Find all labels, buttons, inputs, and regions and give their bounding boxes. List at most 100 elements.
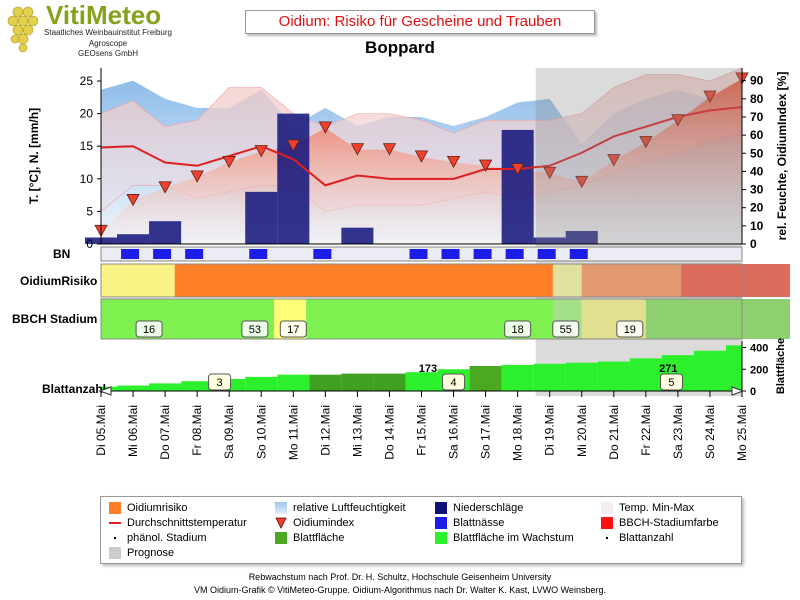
right-tick-label: 0 [750, 237, 757, 251]
left-axis-label: T. [°C], N. [mm/h] [27, 108, 41, 204]
oidium-index-marker [703, 90, 717, 103]
left-tick-label: 10 [80, 172, 94, 186]
leaf-area-bar [117, 385, 150, 391]
bbch-segment [645, 299, 791, 339]
oidium-index-marker [671, 114, 685, 127]
right-tick-label: 10 [750, 219, 764, 233]
left-tick-label: 25 [80, 74, 94, 88]
leaf-area-bar [341, 373, 374, 391]
oidium-index-marker [222, 155, 236, 169]
oidium-index-marker [446, 155, 461, 169]
leaf-count-box [659, 373, 683, 391]
left-tick-label: 15 [80, 139, 94, 153]
bbch-stage-label: 17 [287, 324, 299, 336]
leaf-area-tick-label: 400 [750, 343, 768, 355]
leaf-count-box [208, 373, 232, 391]
oidium-index-marker [190, 170, 204, 183]
left-tick-label: 5 [86, 204, 93, 218]
date-label: Sa 09.Mai [222, 405, 236, 459]
date-label: Do 21.Mai [607, 405, 621, 460]
date-label: So 10.Mai [254, 405, 268, 459]
leaf-area-bar [309, 374, 342, 391]
oidium-index-marker [286, 139, 300, 152]
bbch-stage-label: 19 [624, 324, 636, 336]
bbch-stage-label: 18 [512, 324, 524, 336]
leaf-wetness-mark [537, 249, 556, 259]
leaf-area-bar [501, 364, 534, 391]
date-label: Mi 13.Mai [350, 405, 364, 457]
leaf-area-annotation: 271 [659, 363, 677, 375]
leaf-wetness-mark [153, 249, 172, 259]
date-label: Fr 15.Mai [415, 405, 429, 456]
leaf-area-axis-label: Blattfläche [775, 338, 787, 394]
leaf-wetness-mark [473, 249, 492, 259]
date-label: Do 07.Mai [158, 405, 172, 460]
leaf-area-bar [597, 361, 630, 391]
bbch-stage-box [616, 320, 644, 338]
oidium-index-marker [158, 181, 172, 194]
right-tick-label: 30 [750, 183, 764, 197]
risk-segment [581, 264, 682, 297]
precipitation-bar [245, 191, 278, 244]
right-tick-label: 20 [750, 201, 764, 215]
precipitation-bar [533, 237, 566, 244]
right-axis-label: rel. Feuchte, OidiumIndex [%] [775, 72, 789, 241]
risk-row-label: OidiumRisiko [20, 274, 97, 288]
right-tick-label: 50 [750, 146, 764, 160]
oidium-index-marker [478, 159, 493, 172]
oidium-index-marker [510, 163, 525, 176]
temp-mean-line [100, 106, 743, 187]
bbch-stage-box [241, 320, 269, 338]
leaf-wetness-mark [505, 249, 524, 259]
grape-logo-icon [7, 6, 39, 53]
logo-line-2: Agroscope [88, 39, 128, 48]
oidium-index-marker [543, 166, 557, 180]
scroll-right-arrow-icon [731, 386, 745, 396]
leaf-area-bar [629, 358, 662, 391]
leaf-area-bar [245, 376, 278, 391]
oidium-index-marker [318, 121, 333, 134]
date-label: Di 19.Mai [543, 405, 557, 456]
date-label: Mo 25.Mai [735, 405, 749, 461]
leaf-count-label: 4 [450, 377, 456, 389]
bn-row-label: BN [53, 247, 70, 261]
date-label: Fr 08.Mai [190, 405, 204, 456]
precipitation-bar [501, 129, 534, 244]
leaf-area-bar [725, 345, 742, 391]
leaf-area-bar [373, 373, 406, 391]
bbch-stage-label: 53 [249, 324, 261, 336]
risk-segment [552, 264, 582, 297]
left-tick-label: 0 [86, 237, 93, 251]
bbch-stage-box [135, 320, 163, 338]
bbch-stage-box [279, 320, 307, 338]
date-label: Do 14.Mai [382, 405, 396, 460]
right-tick-label: 80 [750, 92, 764, 106]
leaf-wetness-mark [121, 249, 140, 259]
precipitation-bar [149, 221, 182, 244]
date-label: Fr 22.Mai [639, 405, 653, 456]
date-label: Di 12.Mai [318, 405, 332, 456]
oidium-index-marker [382, 143, 397, 156]
location-title: Boppard [365, 38, 435, 57]
oidium-index-marker [126, 194, 140, 207]
date-label: Sa 16.Mai [447, 405, 461, 459]
leaf-wetness-mark [569, 249, 588, 259]
precipitation-bar [117, 234, 150, 244]
logo-line-1: Staatliches Weinbauinstitut Freiburg [44, 28, 172, 37]
leaf-count-box [442, 373, 466, 391]
bbch-stage-label: 55 [560, 324, 572, 336]
right-tick-label: 90 [750, 74, 764, 88]
oidium-index-marker [607, 154, 621, 167]
chart-title: Oidium: Risiko für Gescheine und Trauben [278, 13, 562, 30]
footer-line-2: VM Oidium-Grafik © VitiMeteo-Gruppe. Oid… [194, 585, 606, 595]
leaf-area-bar [469, 366, 502, 391]
right-tick-label: 60 [750, 128, 764, 142]
date-label: Sa 23.Mai [671, 405, 685, 459]
bbch-stage-box [504, 320, 532, 338]
date-label: Mo 18.Mai [511, 405, 525, 461]
leaf-area-bar [149, 383, 182, 391]
risk-row-border [100, 263, 743, 298]
precipitation-bar [565, 230, 598, 244]
footer-line-1: Rebwachstum nach Prof. Dr. H. Schultz, H… [248, 572, 552, 582]
